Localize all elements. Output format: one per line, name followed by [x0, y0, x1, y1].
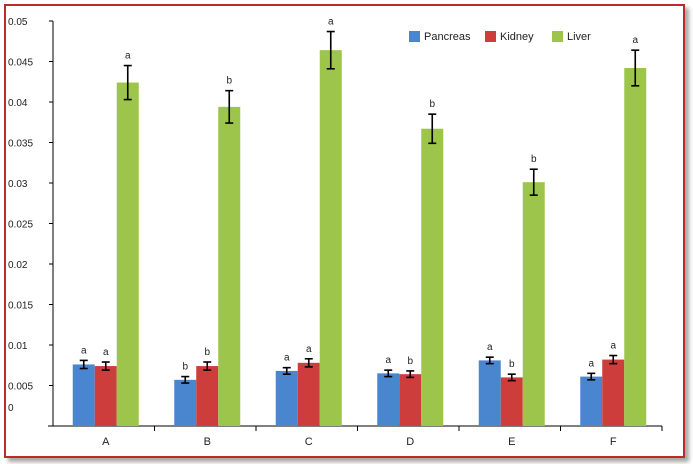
chart-frame: 0 0.005 0.01 0.015 0.02 0.025 0.03 0.035 0.04 0.0… [4, 4, 685, 458]
significance-label: b [204, 347, 210, 358]
bar-liver-B [218, 106, 241, 427]
bar-chart: 0 0.005 0.01 0.015 0.02 0.025 0.03 0.035 0.04 0.0… [8, 17, 663, 448]
bar-liver-A [116, 82, 139, 426]
significance-label: a [487, 342, 493, 353]
x-tick-label: C [305, 436, 313, 448]
legend-label-liver: Liver [567, 31, 591, 43]
legend-swatch-kidney [485, 31, 496, 42]
x-tick-label: B [204, 436, 211, 448]
legend-label-kidney: Kidney [500, 31, 534, 43]
bars: a a a b b b a a a a b b a b b a a a [72, 17, 647, 427]
significance-label: a [328, 17, 334, 28]
y-tick-label: 0.03 [8, 179, 28, 190]
bar-pancreas-E [478, 360, 501, 426]
bar-liver-D [421, 128, 444, 426]
legend-swatch-pancreas [409, 31, 420, 42]
bar-kidney-B [196, 366, 219, 426]
significance-label: a [632, 35, 638, 46]
bar-liver-C [319, 50, 342, 426]
legend-label-pancreas: Pancreas [424, 31, 471, 43]
significance-label: a [385, 355, 391, 366]
significance-label: b [429, 99, 435, 110]
x-tick-label: F [610, 436, 617, 448]
bar-liver-E [522, 182, 545, 426]
legend-swatch-liver [552, 31, 563, 42]
significance-label: b [407, 356, 413, 367]
bar-pancreas-B [174, 379, 197, 426]
bar-kidney-C [297, 362, 320, 426]
significance-label: b [182, 362, 188, 373]
legend: Pancreas Kidney Liver [409, 31, 591, 43]
significance-label: b [226, 76, 232, 87]
bar-pancreas-D [377, 373, 400, 426]
axes: 0 0.005 0.01 0.015 0.02 0.025 0.03 0.035 0.04 0.0… [8, 17, 663, 448]
bar-kidney-A [94, 366, 117, 426]
bar-liver-F [624, 67, 647, 427]
significance-label: b [531, 154, 537, 165]
bar-kidney-D [399, 374, 422, 426]
y-tick-label: 0.05 [8, 17, 28, 28]
x-tick-label: D [406, 436, 414, 448]
significance-label: a [81, 345, 87, 356]
significance-label: a [103, 347, 109, 358]
significance-label: b [509, 359, 515, 370]
bar-pancreas-A [72, 364, 95, 426]
significance-label: a [284, 353, 290, 364]
significance-label: a [588, 358, 594, 369]
bar-pancreas-F [580, 376, 603, 426]
y-tick-label: 0.025 [8, 220, 33, 231]
bar-pancreas-C [275, 370, 298, 426]
x-tick-label: E [508, 436, 515, 448]
y-tick-label: 0.045 [8, 58, 33, 69]
bar-kidney-E [500, 377, 523, 426]
significance-label: a [610, 341, 616, 352]
y-tick-label: 0.035 [8, 139, 33, 150]
significance-label: a [306, 344, 312, 355]
y-tick-label: 0.01 [8, 341, 28, 352]
y-tick-label: 0.005 [8, 382, 33, 393]
y-tick-label: 0.015 [8, 301, 33, 312]
significance-label: a [125, 51, 131, 62]
x-tick-label: A [102, 436, 110, 448]
bar-kidney-F [602, 359, 625, 426]
y-tick-label: 0 [8, 403, 14, 414]
y-tick-label: 0.04 [8, 98, 28, 109]
y-tick-label: 0.02 [8, 260, 28, 271]
